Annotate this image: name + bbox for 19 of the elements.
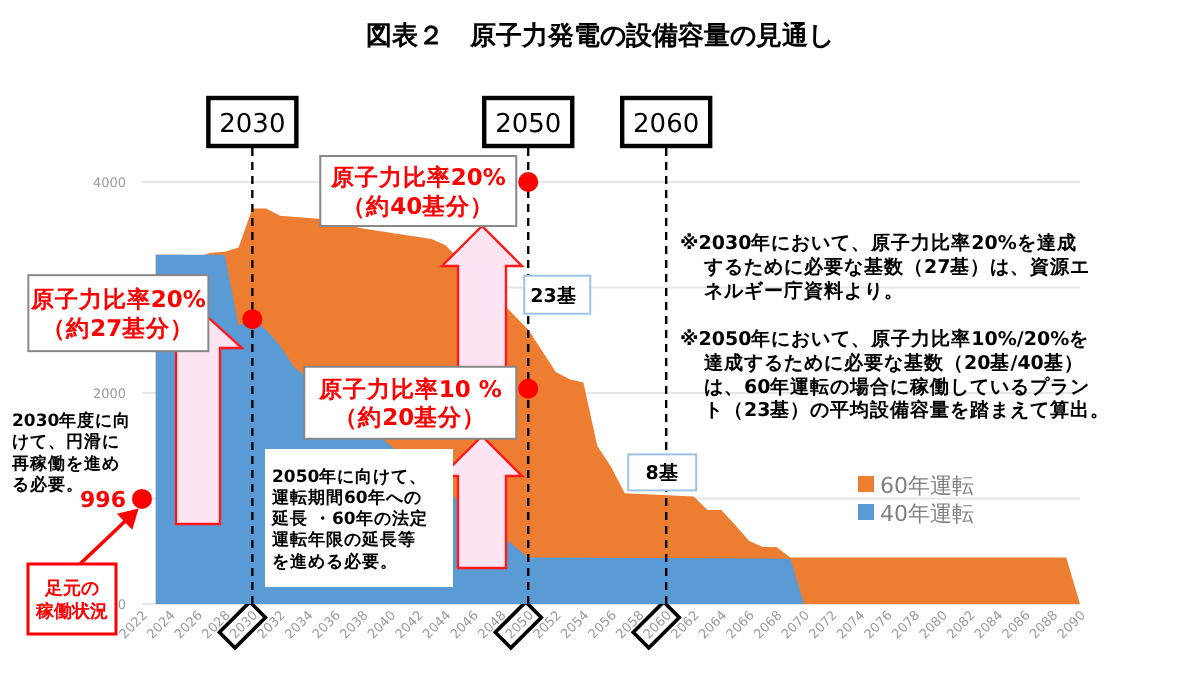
annotation: ※2050年において、原子力比率10%/20%を達成するために必要な基数（20基/40基）は、60年運転の場合に稼働しているプラント（23基）の平均設備容量を踏まえて算出。 xyxy=(680,327,1111,423)
legend-label: 60年運転 xyxy=(880,473,974,499)
chart-title: 図表２ 原子力発電の設備容量の見通し xyxy=(366,20,834,52)
point xyxy=(132,488,152,509)
ref-line-label: 2050 xyxy=(495,110,562,140)
ref-line-label: 2030 xyxy=(219,110,286,140)
point xyxy=(518,378,539,399)
legend-label: 40年運転 xyxy=(880,501,974,527)
point xyxy=(242,309,263,330)
annotation: 8基 xyxy=(645,461,679,486)
annotation: 23基 xyxy=(530,283,577,308)
annotation: 原子力比率20%（約27基分） xyxy=(28,285,207,342)
annotation: ※2030年において、原子力比率20%を達成するために必要な基数（27基）は、資源エネルギー庁資料より。 xyxy=(680,231,1091,303)
text: 足元の稼働状況 xyxy=(34,578,108,623)
annotation: 原子力比率20%（約40基分） xyxy=(328,162,507,220)
annotation: 2050年に向けて、運転期間60年への延長 ・60年の法定運転年限の延長等を進める必要。 xyxy=(270,465,428,573)
annotation: 原子力比率10 %（約20基分） xyxy=(316,374,503,432)
point xyxy=(518,172,539,192)
ref-line-label: 2060 xyxy=(633,110,700,140)
